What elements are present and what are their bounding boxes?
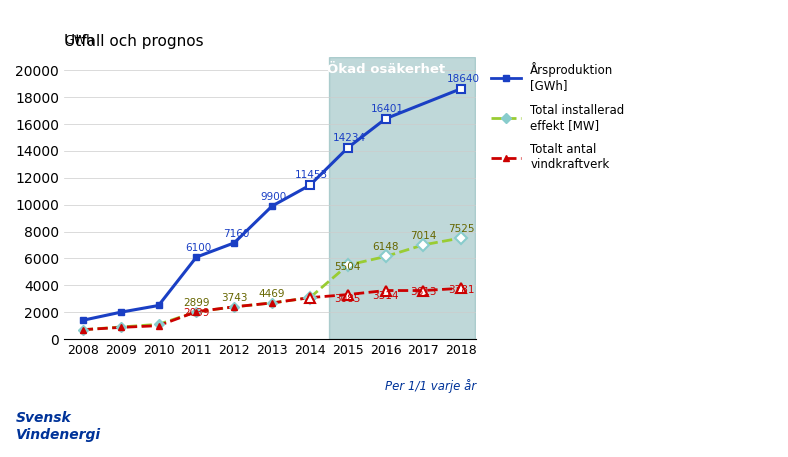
Text: 6100: 6100: [185, 243, 211, 253]
Text: 3314: 3314: [373, 291, 399, 301]
Text: 16401: 16401: [371, 104, 404, 114]
Text: 2899: 2899: [183, 298, 210, 308]
Text: 3085: 3085: [335, 294, 361, 304]
Text: 7525: 7525: [448, 224, 474, 234]
Text: Svensk
Vindenergi: Svensk Vindenergi: [16, 411, 101, 441]
Text: 7160: 7160: [223, 229, 249, 239]
Text: Utfall och prognos: Utfall och prognos: [64, 34, 203, 49]
Text: 2039: 2039: [183, 308, 210, 319]
Text: 6148: 6148: [373, 243, 399, 252]
Text: 9900: 9900: [261, 192, 287, 202]
Text: Ökad osäkerhet: Ökad osäkerhet: [326, 63, 444, 76]
Text: 4469: 4469: [258, 289, 285, 299]
Text: 3781: 3781: [448, 285, 474, 295]
Legend: Årsproduktion
[GWh], Total installerad
effekt [MW], Totalt antal
vindkraftverk: Årsproduktion [GWh], Total installerad e…: [486, 57, 629, 176]
Text: 11453: 11453: [296, 170, 329, 181]
Text: GWh: GWh: [64, 34, 94, 47]
Text: 18640: 18640: [447, 74, 480, 84]
Text: 3743: 3743: [221, 293, 247, 303]
Text: 5504: 5504: [335, 262, 361, 272]
Text: Per 1/1 varje år: Per 1/1 varje år: [385, 379, 477, 393]
Text: 7014: 7014: [411, 231, 437, 241]
Text: 3613: 3613: [411, 287, 437, 297]
Bar: [329, 57, 474, 339]
Text: 14234: 14234: [333, 133, 366, 143]
